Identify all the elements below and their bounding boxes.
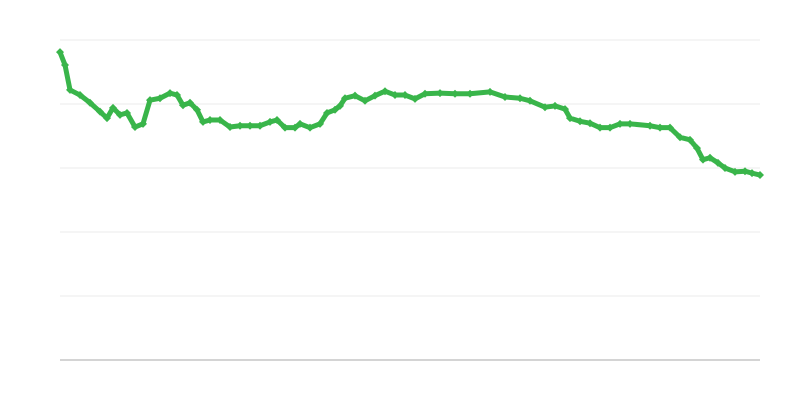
data-point bbox=[216, 116, 224, 124]
data-point bbox=[123, 108, 131, 117]
data-point bbox=[116, 110, 124, 119]
data-point bbox=[296, 119, 304, 128]
data-point bbox=[291, 123, 299, 132]
data-point bbox=[61, 60, 69, 69]
data-point bbox=[626, 119, 634, 128]
data-point bbox=[281, 123, 289, 132]
data-point bbox=[486, 87, 494, 96]
data-point bbox=[676, 133, 684, 142]
data-point bbox=[741, 167, 749, 176]
data-point bbox=[76, 91, 84, 100]
data-point bbox=[266, 117, 274, 126]
data-point bbox=[606, 123, 614, 132]
data-point bbox=[656, 123, 664, 132]
data-point bbox=[199, 117, 207, 126]
data-point bbox=[226, 123, 234, 132]
data-point bbox=[391, 91, 399, 100]
data-point bbox=[66, 85, 74, 94]
data-point bbox=[756, 171, 764, 180]
data-point bbox=[411, 94, 419, 103]
data-point bbox=[526, 96, 534, 105]
data-point bbox=[173, 91, 181, 100]
data-point bbox=[206, 116, 214, 124]
data-point bbox=[616, 119, 624, 128]
gridlines bbox=[60, 39, 760, 297]
data-point bbox=[541, 103, 549, 112]
data-point bbox=[273, 116, 281, 124]
data-point bbox=[693, 144, 701, 153]
data-point bbox=[466, 89, 474, 98]
data-point bbox=[256, 121, 264, 130]
data-point bbox=[596, 123, 604, 132]
data-point bbox=[109, 103, 117, 112]
data-point bbox=[316, 119, 324, 128]
data-point bbox=[551, 101, 559, 110]
data-point bbox=[341, 94, 349, 103]
data-point bbox=[381, 87, 389, 96]
data-point bbox=[56, 48, 64, 57]
data-point bbox=[323, 108, 331, 117]
data-point bbox=[179, 101, 187, 110]
data-point bbox=[166, 89, 174, 98]
data-point bbox=[501, 92, 509, 101]
series-line bbox=[57, 51, 761, 178]
data-point bbox=[306, 123, 314, 132]
data-point bbox=[146, 96, 154, 105]
data-point bbox=[699, 155, 707, 164]
data-point bbox=[451, 89, 459, 98]
data-point bbox=[516, 94, 524, 103]
data-point bbox=[331, 105, 339, 114]
data-point bbox=[131, 123, 139, 132]
data-point bbox=[666, 123, 674, 132]
data-point bbox=[401, 91, 409, 100]
data-point bbox=[421, 89, 429, 98]
data-point bbox=[731, 167, 739, 176]
data-point bbox=[246, 121, 254, 130]
data-point bbox=[156, 94, 164, 103]
data-point bbox=[139, 119, 147, 128]
data-point bbox=[371, 91, 379, 100]
data-point bbox=[96, 107, 104, 116]
data-point bbox=[336, 101, 344, 110]
data-point bbox=[646, 121, 654, 130]
data-point bbox=[103, 114, 111, 123]
data-point bbox=[576, 117, 584, 126]
data-point bbox=[193, 105, 201, 114]
data-point bbox=[714, 158, 722, 167]
data-point bbox=[351, 91, 359, 100]
data-point bbox=[361, 96, 369, 105]
series bbox=[56, 48, 764, 180]
data-point bbox=[436, 89, 444, 98]
data-point bbox=[186, 98, 194, 107]
data-point bbox=[236, 121, 244, 130]
data-point bbox=[566, 114, 574, 123]
data-point bbox=[706, 153, 714, 162]
data-point bbox=[561, 105, 569, 114]
data-point bbox=[721, 164, 729, 172]
data-point bbox=[586, 119, 594, 128]
data-point bbox=[86, 98, 94, 107]
data-point bbox=[686, 135, 694, 144]
data-point bbox=[748, 169, 756, 178]
